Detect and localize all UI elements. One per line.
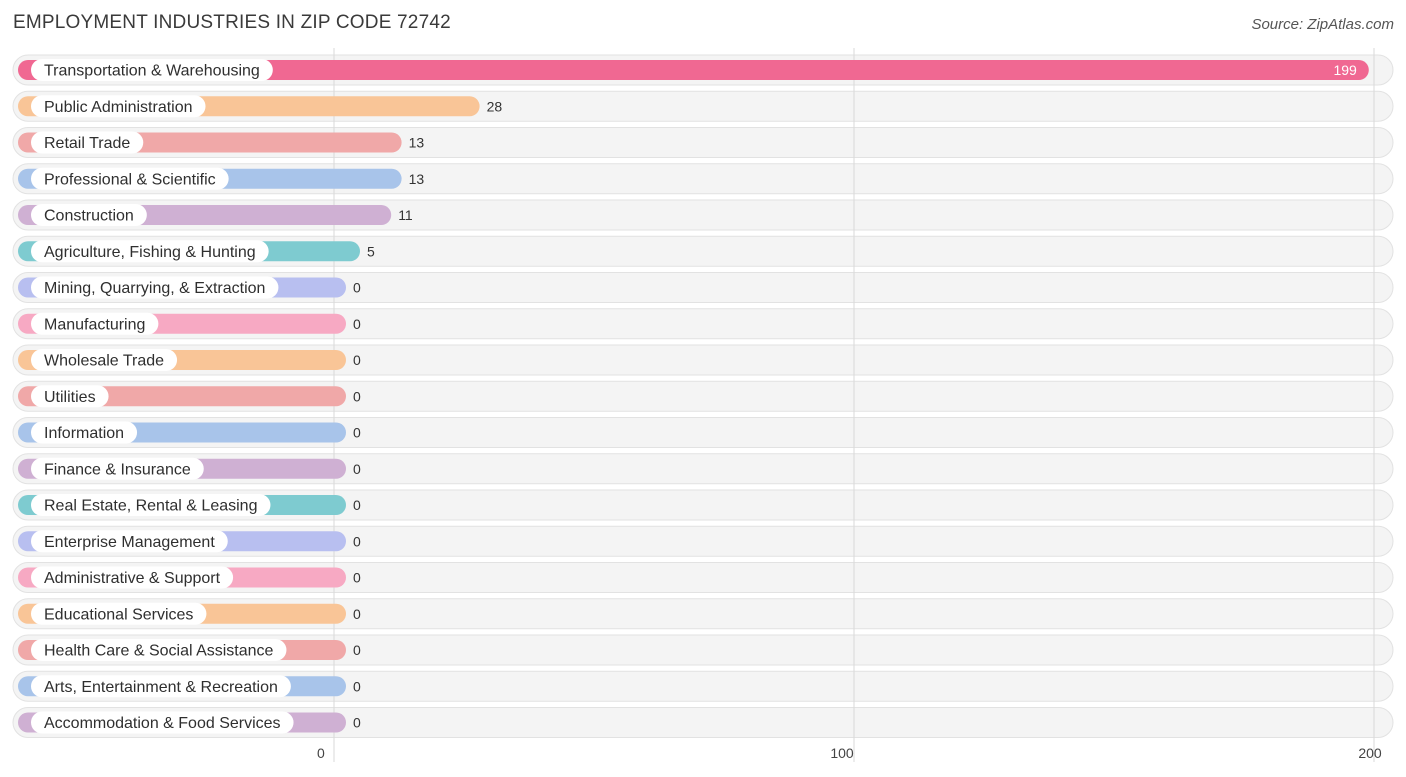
row-background bbox=[12, 235, 1394, 267]
category-label: Enterprise Management bbox=[44, 534, 215, 551]
row-background bbox=[12, 525, 1394, 557]
category-pill bbox=[31, 349, 178, 371]
row-background bbox=[12, 344, 1394, 376]
category-pill bbox=[31, 639, 287, 661]
value-label: 0 bbox=[353, 461, 361, 477]
value-label: 0 bbox=[353, 425, 361, 441]
row-background bbox=[12, 562, 1394, 593]
category-label: Information bbox=[44, 425, 124, 442]
category-pill bbox=[31, 421, 138, 444]
category-pill bbox=[31, 204, 147, 226]
category-pill bbox=[31, 276, 279, 299]
category-pill bbox=[31, 131, 144, 154]
value-label: 28 bbox=[487, 98, 503, 114]
value-label: 0 bbox=[353, 606, 361, 622]
row-background bbox=[12, 308, 1394, 340]
value-label: 199 bbox=[1333, 62, 1357, 78]
category-pill bbox=[31, 711, 294, 734]
category-pill bbox=[31, 602, 207, 625]
category-label: Utilities bbox=[44, 389, 96, 406]
category-pill bbox=[31, 167, 229, 190]
category-label: Arts, Entertainment & Recreation bbox=[44, 679, 278, 696]
value-label: 0 bbox=[353, 352, 361, 368]
source-credit: Source: ZipAtlas.com bbox=[1251, 16, 1394, 33]
row-background bbox=[12, 453, 1394, 485]
category-pill bbox=[31, 240, 269, 263]
category-label: Agriculture, Fishing & Hunting bbox=[44, 244, 256, 261]
category-label: Educational Services bbox=[44, 606, 193, 623]
category-label: Retail Trade bbox=[44, 135, 130, 152]
row-background bbox=[12, 489, 1394, 521]
category-pill bbox=[31, 95, 206, 118]
category-pill bbox=[31, 530, 228, 553]
row-background bbox=[12, 380, 1394, 412]
value-label: 13 bbox=[409, 171, 425, 187]
row-background bbox=[12, 272, 1394, 303]
value-label: 0 bbox=[353, 533, 361, 549]
value-label: 0 bbox=[353, 388, 361, 404]
value-label: 11 bbox=[398, 207, 413, 223]
bar bbox=[18, 60, 1369, 80]
category-pill bbox=[31, 457, 204, 480]
value-label: 0 bbox=[353, 715, 361, 731]
row-background bbox=[12, 417, 1394, 448]
row-background bbox=[12, 634, 1394, 666]
row-background bbox=[12, 707, 1394, 738]
category-label: Transportation & Warehousing bbox=[44, 63, 260, 80]
value-label: 0 bbox=[353, 570, 361, 586]
value-label: 13 bbox=[409, 135, 425, 151]
category-label: Professional & Scientific bbox=[44, 171, 216, 188]
tick-label: 200 bbox=[1358, 745, 1382, 761]
category-label: Health Care & Social Assistance bbox=[44, 643, 274, 660]
category-pill bbox=[31, 385, 109, 408]
value-label: 5 bbox=[367, 243, 375, 259]
category-label: Finance & Insurance bbox=[44, 461, 191, 478]
category-label: Real Estate, Rental & Leasing bbox=[44, 498, 257, 515]
category-pill bbox=[31, 312, 159, 335]
value-label: 0 bbox=[353, 642, 361, 658]
category-label: Administrative & Support bbox=[44, 570, 221, 587]
value-label: 0 bbox=[353, 497, 361, 513]
category-pill bbox=[31, 494, 271, 516]
category-label: Manufacturing bbox=[44, 316, 145, 333]
category-pill bbox=[31, 566, 234, 589]
category-pill bbox=[31, 59, 273, 81]
tick-label: 0 bbox=[317, 745, 325, 761]
chart-title: EMPLOYMENT INDUSTRIES IN ZIP CODE 72742 bbox=[13, 12, 451, 33]
category-label: Construction bbox=[44, 208, 134, 225]
row-background bbox=[12, 670, 1394, 702]
category-label: Mining, Quarrying, & Extraction bbox=[44, 280, 265, 297]
category-label: Accommodation & Food Services bbox=[44, 715, 281, 732]
value-label: 0 bbox=[353, 316, 361, 332]
category-label: Public Administration bbox=[44, 99, 193, 116]
value-label: 0 bbox=[353, 280, 361, 296]
tick-label: 100 bbox=[830, 745, 854, 761]
category-pill bbox=[31, 675, 291, 698]
value-label: 0 bbox=[353, 678, 361, 694]
row-background bbox=[12, 598, 1394, 630]
category-label: Wholesale Trade bbox=[44, 353, 164, 370]
